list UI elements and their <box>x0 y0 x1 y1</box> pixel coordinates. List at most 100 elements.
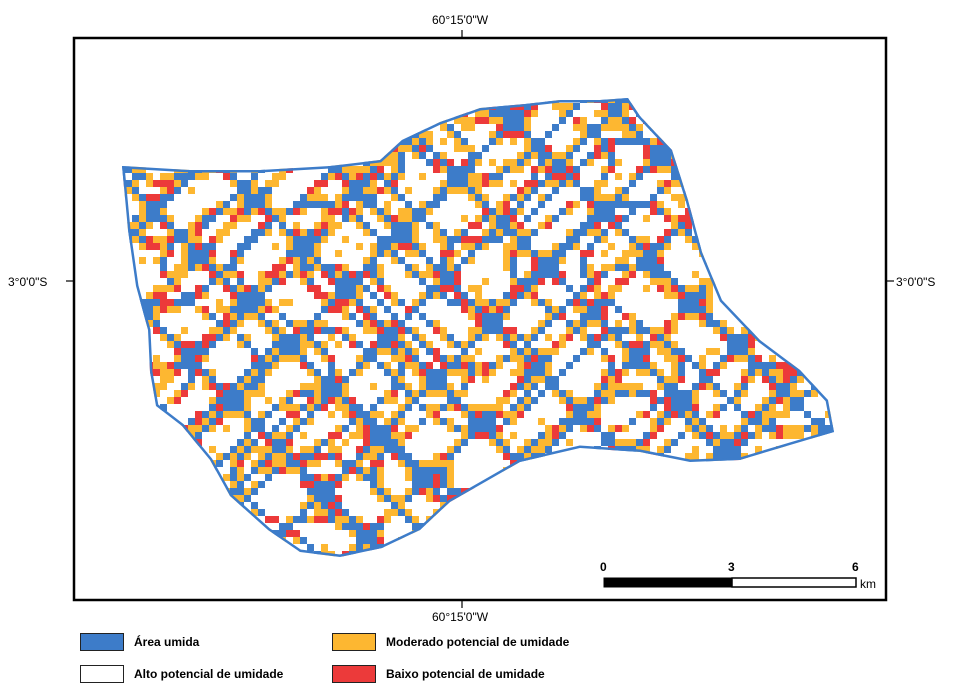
raster-cell <box>258 194 265 201</box>
raster-cell <box>615 320 622 327</box>
raster-cell <box>664 229 671 236</box>
raster-cell <box>426 467 433 474</box>
raster-cell <box>174 355 181 362</box>
raster-cell <box>223 397 230 404</box>
raster-cell <box>244 208 251 215</box>
raster-cell <box>734 383 741 390</box>
raster-cell <box>272 355 279 362</box>
raster-cell <box>307 411 314 418</box>
raster-cell <box>454 369 461 376</box>
raster-cell <box>608 292 615 299</box>
raster-cell <box>398 383 405 390</box>
raster-cell <box>384 208 391 215</box>
raster-cell <box>440 467 447 474</box>
raster-cell <box>244 495 251 502</box>
raster-cell <box>216 201 223 208</box>
raster-cell <box>244 390 251 397</box>
raster-cell <box>636 355 643 362</box>
raster-cell <box>342 509 349 516</box>
raster-cell <box>335 250 342 257</box>
raster-cell <box>643 257 650 264</box>
raster-cell <box>265 201 272 208</box>
raster-cell <box>139 229 146 236</box>
raster-cell <box>468 299 475 306</box>
raster-cell <box>776 376 783 383</box>
raster-cell <box>671 362 678 369</box>
raster-cell <box>251 502 258 509</box>
raster-cell <box>552 376 559 383</box>
raster-cell <box>517 292 524 299</box>
raster-cell <box>314 481 321 488</box>
raster-cell <box>342 299 349 306</box>
raster-cell <box>580 264 587 271</box>
raster-cell <box>405 313 412 320</box>
raster-cell <box>391 355 398 362</box>
raster-cell <box>335 306 342 313</box>
raster-cell <box>643 215 650 222</box>
raster-cell <box>790 376 797 383</box>
raster-cell <box>797 376 804 383</box>
raster-cell <box>174 306 181 313</box>
raster-cell <box>167 187 174 194</box>
raster-cell <box>552 383 559 390</box>
raster-cell <box>482 376 489 383</box>
raster-cell <box>132 236 139 243</box>
raster-cell <box>328 292 335 299</box>
raster-cell <box>370 460 377 467</box>
raster-cell <box>517 159 524 166</box>
raster-cell <box>419 292 426 299</box>
raster-cell <box>566 418 573 425</box>
raster-cell <box>398 334 405 341</box>
raster-cell <box>482 208 489 215</box>
raster-cell <box>237 488 244 495</box>
raster-cell <box>237 495 244 502</box>
raster-cell <box>335 173 342 180</box>
raster-cell <box>440 418 447 425</box>
raster-cell <box>699 369 706 376</box>
raster-cell <box>195 215 202 222</box>
raster-cell <box>594 313 601 320</box>
raster-cell <box>447 166 454 173</box>
raster-cell <box>720 453 727 460</box>
raster-cell <box>461 306 468 313</box>
raster-cell <box>475 222 482 229</box>
raster-cell <box>160 243 167 250</box>
raster-cell <box>209 243 216 250</box>
raster-cell <box>146 215 153 222</box>
raster-cell <box>503 355 510 362</box>
raster-cell <box>447 124 454 131</box>
raster-cell <box>244 404 251 411</box>
raster-cell <box>370 229 377 236</box>
raster-cell <box>363 264 370 271</box>
raster-cell <box>713 369 720 376</box>
raster-cell <box>447 481 454 488</box>
raster-cell <box>643 264 650 271</box>
raster-cell <box>615 327 622 334</box>
raster-cell <box>307 334 314 341</box>
raster-cell <box>615 341 622 348</box>
raster-cell <box>573 320 580 327</box>
raster-cell <box>580 320 587 327</box>
raster-cell <box>398 355 405 362</box>
raster-cell <box>517 411 524 418</box>
raster-cell <box>209 418 216 425</box>
raster-cell <box>398 320 405 327</box>
raster-cell <box>559 369 566 376</box>
raster-cell <box>440 166 447 173</box>
raster-cell <box>454 299 461 306</box>
raster-cell <box>328 299 335 306</box>
raster-cell <box>300 383 307 390</box>
raster-cell <box>685 313 692 320</box>
raster-cell <box>734 348 741 355</box>
raster-cell <box>307 264 314 271</box>
raster-cell <box>412 425 419 432</box>
raster-cell <box>552 341 559 348</box>
raster-cell <box>664 341 671 348</box>
raster-cell <box>293 334 300 341</box>
raster-cell <box>328 453 335 460</box>
raster-cell <box>685 404 692 411</box>
raster-cell <box>363 425 370 432</box>
raster-cell <box>300 418 307 425</box>
raster-cell <box>202 250 209 257</box>
raster-cell <box>524 376 531 383</box>
